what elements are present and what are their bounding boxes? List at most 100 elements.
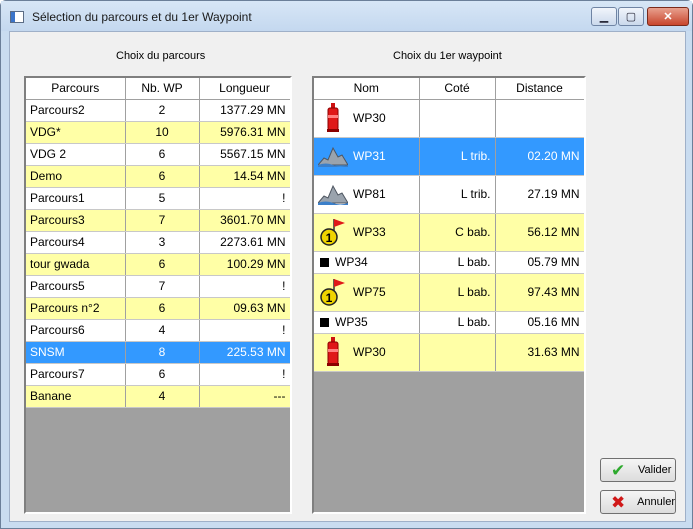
parcours-name-cell: Parcours4 xyxy=(26,231,126,254)
waypoint-row[interactable]: WP30 xyxy=(314,99,584,138)
minimize-icon: ▁ xyxy=(599,11,609,23)
app-icon xyxy=(10,11,24,23)
waypoint-distance-cell: 02.20 MN xyxy=(495,137,584,176)
parcours-name-cell: Parcours5 xyxy=(26,275,126,298)
waypoint-row[interactable]: 1 WP33 C bab. 56.12 MN xyxy=(314,213,584,252)
parcours-nb-wp-cell: 6 xyxy=(125,143,200,166)
waypoint-name: WP33 xyxy=(353,225,386,239)
minimize-button[interactable]: ▁ xyxy=(591,7,617,26)
parcours-name-cell: Parcours1 xyxy=(26,187,126,210)
waypoint-row[interactable]: 1 WP75 L bab. 97.43 MN xyxy=(314,273,584,312)
parcours-length-cell: 100.29 MN xyxy=(199,253,290,276)
waypoint-row[interactable]: WP34 L bab. 05.79 MN xyxy=(314,251,584,274)
waypoint-name-cell: WP35 xyxy=(314,311,420,334)
waypoint-side-cell: L bab. xyxy=(419,273,496,312)
dialog-client-area: Choix du parcours Choix du 1er waypoint … xyxy=(9,31,686,522)
parcours-row[interactable]: Parcours7 6! xyxy=(26,363,290,386)
parcours-row[interactable]: Parcours n°2 6 09.63 MN xyxy=(26,297,290,320)
parcours-length-cell: 3601.70 MN xyxy=(199,209,290,232)
red-buoy-icon xyxy=(318,102,348,134)
waypoint-name-cell: WP30 xyxy=(314,99,420,138)
maximize-icon: ▢ xyxy=(625,11,637,23)
parcours-row[interactable]: SNSM 8 225.53 MN xyxy=(26,341,290,364)
parcours-row[interactable]: VDG 2 6 5567.15 MN xyxy=(26,143,290,166)
waypoint-distance-cell: 27.19 MN xyxy=(495,175,584,214)
parcours-table: Parcours Nb. WP Longueur Parcours2 2 1377.… xyxy=(26,78,290,408)
waypoint-distance-cell: 05.16 MN xyxy=(495,311,584,334)
parcours-nb-wp-cell: 10 xyxy=(125,121,200,144)
parcours-length-cell: 09.63 MN xyxy=(199,297,290,320)
parcours-row[interactable]: Demo 6 14.54 MN xyxy=(26,165,290,188)
parcours-length-cell: 14.54 MN xyxy=(199,165,290,188)
waypoint-row[interactable]: WP81 L trib. 27.19 MN xyxy=(314,175,584,214)
parcours-row[interactable]: Parcours1 5! xyxy=(26,187,290,210)
parcours-name-cell: VDG 2 xyxy=(26,143,126,166)
parcours-length-cell: ! xyxy=(199,275,290,298)
waypoint-side-cell: L bab. xyxy=(419,311,496,334)
waypoint-side-cell xyxy=(419,333,496,372)
parcours-length-cell: 5976.31 MN xyxy=(199,121,290,144)
validate-label: Valider xyxy=(638,464,672,476)
parcours-row[interactable]: Parcours4 3 2273.61 MN xyxy=(26,231,290,254)
waypoint-grid[interactable]: Nom Coté Distance WP30 WP31 L trib. 02.20 M… xyxy=(312,76,586,514)
parcours-grid[interactable]: Parcours Nb. WP Longueur Parcours2 2 1377.… xyxy=(24,76,292,514)
column-header-nom[interactable]: Nom xyxy=(314,78,420,100)
waypoint-name: WP75 xyxy=(353,285,386,299)
column-header-nb-wp[interactable]: Nb. WP xyxy=(125,78,200,100)
waypoint-row[interactable]: WP30 31.63 MN xyxy=(314,333,584,372)
parcours-nb-wp-cell: 5 xyxy=(125,187,200,210)
parcours-caption: Choix du parcours xyxy=(116,50,206,62)
waypoint-name: WP31 xyxy=(353,149,386,163)
waypoint-distance-cell: 05.79 MN xyxy=(495,251,584,274)
cancel-label: Annuler xyxy=(637,496,675,508)
waypoint-name: WP30 xyxy=(353,345,386,359)
parcours-name-cell: Banane xyxy=(26,385,126,408)
waypoint-side-cell xyxy=(419,99,496,138)
title-bar[interactable]: Sélection du parcours et du 1er Waypoint… xyxy=(1,1,692,31)
waypoint-row[interactable]: WP35 L bab. 05.16 MN xyxy=(314,311,584,334)
waypoint-side-cell: L bab. xyxy=(419,251,496,274)
parcours-name-cell: SNSM xyxy=(26,341,126,364)
parcours-row[interactable]: Parcours5 7! xyxy=(26,275,290,298)
parcours-nb-wp-cell: 4 xyxy=(125,385,200,408)
parcours-name-cell: Parcours7 xyxy=(26,363,126,386)
waypoint-name-cell: WP31 xyxy=(314,137,420,176)
cancel-button[interactable]: ✖ Annuler xyxy=(600,490,676,514)
parcours-length-cell: 225.53 MN xyxy=(199,341,290,364)
parcours-length-cell: ! xyxy=(199,187,290,210)
parcours-row[interactable]: Parcours2 2 1377.29 MN xyxy=(26,99,290,122)
maximize-button[interactable]: ▢ xyxy=(618,7,644,26)
column-header-longueur[interactable]: Longueur xyxy=(199,78,290,100)
parcours-length-cell: ! xyxy=(199,319,290,342)
waypoint-row[interactable]: WP31 L trib. 02.20 MN xyxy=(314,137,584,176)
column-header-distance[interactable]: Distance xyxy=(495,78,584,100)
parcours-nb-wp-cell: 3 xyxy=(125,231,200,254)
waypoint-table: Nom Coté Distance WP30 WP31 L trib. 02.20 M… xyxy=(314,78,584,372)
close-button[interactable]: ✕ xyxy=(647,7,689,26)
parcours-name-cell: Parcours3 xyxy=(26,209,126,232)
parcours-name-cell: Parcours6 xyxy=(26,319,126,342)
flag-marker-icon: 1 xyxy=(318,276,348,308)
waypoint-side-cell: L trib. xyxy=(419,175,496,214)
waypoint-name: WP81 xyxy=(353,187,386,201)
parcours-nb-wp-cell: 7 xyxy=(125,275,200,298)
svg-text:1: 1 xyxy=(326,291,333,305)
parcours-row[interactable]: VDG* 10 5976.31 MN xyxy=(26,121,290,144)
validate-button[interactable]: ✔ Valider xyxy=(600,458,676,482)
parcours-row[interactable]: Parcours6 4! xyxy=(26,319,290,342)
square-point-icon xyxy=(318,316,330,328)
parcours-length-cell: --- xyxy=(199,385,290,408)
waypoint-distance-cell xyxy=(495,99,584,138)
parcours-row[interactable]: tour gwada 6 100.29 MN xyxy=(26,253,290,276)
parcours-row[interactable]: Banane 4 --- xyxy=(26,385,290,408)
column-header-parcours[interactable]: Parcours xyxy=(26,78,126,100)
waypoint-name: WP35 xyxy=(335,315,368,329)
parcours-nb-wp-cell: 6 xyxy=(125,297,200,320)
parcours-row[interactable]: Parcours3 7 3601.70 MN xyxy=(26,209,290,232)
column-header-cote[interactable]: Coté xyxy=(419,78,496,100)
waypoint-name-cell: WP30 xyxy=(314,333,420,372)
close-icon: ✕ xyxy=(663,11,673,23)
parcours-name-cell: tour gwada xyxy=(26,253,126,276)
parcours-length-cell: 5567.15 MN xyxy=(199,143,290,166)
